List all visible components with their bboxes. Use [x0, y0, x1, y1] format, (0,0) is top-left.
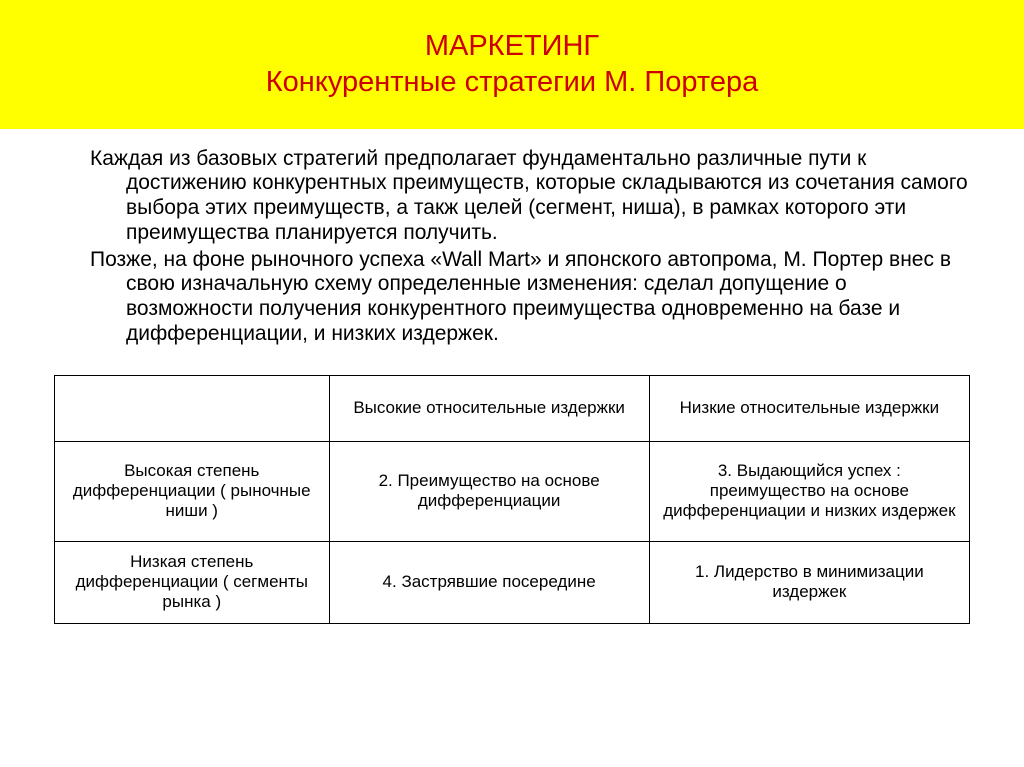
paragraph-2: Позже, на фоне рыночного успеха «Wall Ma…	[54, 248, 970, 347]
table-row: Высокая степень дифференциации ( рыночны…	[55, 441, 970, 541]
porter-matrix-table: Высокие относительные издержки Низкие от…	[54, 375, 970, 624]
slide: МАРКЕТИНГ Конкурентные стратегии М. Порт…	[0, 0, 1024, 767]
title-block: МАРКЕТИНГ Конкурентные стратегии М. Порт…	[0, 0, 1024, 129]
table-header-empty	[55, 375, 330, 441]
title-line-1: МАРКЕТИНГ	[40, 28, 984, 64]
cell-outstanding-success: 3. Выдающийся успех : преимущество на ос…	[649, 441, 969, 541]
row-label-low-diff: Низкая степень дифференциации ( сегменты…	[55, 541, 330, 623]
paragraph-1: Каждая из базовых стратегий предполагает…	[54, 147, 970, 246]
cell-stuck-middle: 4. Застрявшие посередине	[329, 541, 649, 623]
cell-cost-leadership: 1. Лидерство в минимизации издержек	[649, 541, 969, 623]
table-header-low-cost: Низкие относительные издержки	[649, 375, 969, 441]
cell-differentiation: 2. Преимущество на основе дифференциации	[329, 441, 649, 541]
title-line-2: Конкурентные стратегии М. Портера	[40, 64, 984, 100]
table-header-high-cost: Высокие относительные издержки	[329, 375, 649, 441]
table-wrap: Высокие относительные издержки Низкие от…	[0, 349, 1024, 624]
table-row: Низкая степень дифференциации ( сегменты…	[55, 541, 970, 623]
body-text: Каждая из базовых стратегий предполагает…	[0, 129, 1024, 347]
row-label-high-diff: Высокая степень дифференциации ( рыночны…	[55, 441, 330, 541]
table-row: Высокие относительные издержки Низкие от…	[55, 375, 970, 441]
